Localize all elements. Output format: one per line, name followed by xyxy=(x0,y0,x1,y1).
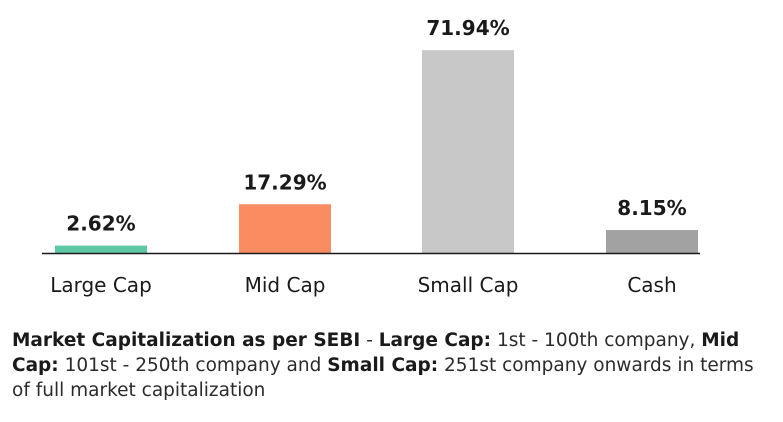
x-tick-label-large-cap: Large Cap xyxy=(50,273,152,297)
data-label-small-cap: 71.94% xyxy=(426,16,509,40)
footnote-heading: Market Capitalization as per SEBI xyxy=(12,330,361,351)
data-label-large-cap: 2.62% xyxy=(66,212,135,236)
bar-large-cap xyxy=(55,245,147,253)
data-label-mid-cap: 17.29% xyxy=(243,170,326,194)
footnote-small-cap-label: Small Cap: xyxy=(327,355,439,376)
footnote-mid-cap-label: Mid Cap: xyxy=(12,330,740,376)
x-tick-label-small-cap: Small Cap xyxy=(418,273,519,297)
bar-cash xyxy=(606,230,698,253)
x-tick-label-cash: Cash xyxy=(627,273,676,297)
footnote-mid-cap-range: 101st - 250th company and xyxy=(58,355,328,376)
data-label-cash: 8.15% xyxy=(617,196,686,220)
bar-mid-cap xyxy=(239,204,331,253)
allocation-bar-chart: 2.62% Large Cap 17.29% Mid Cap 71.94% Small C… xyxy=(42,16,700,297)
bar-small-cap xyxy=(422,50,514,254)
market-cap-footnote: Market Capitalization as per SEBI - Larg… xyxy=(12,328,772,403)
footnote-small-cap-range: 251st company onwards in terms of full m… xyxy=(12,355,754,401)
x-tick-label-mid-cap: Mid Cap xyxy=(245,273,326,297)
footnote-large-cap-label: Large Cap: xyxy=(378,330,492,351)
footnote-separator: - xyxy=(360,330,379,351)
footnote-large-cap-range: 1st - 100th company, xyxy=(491,330,702,351)
